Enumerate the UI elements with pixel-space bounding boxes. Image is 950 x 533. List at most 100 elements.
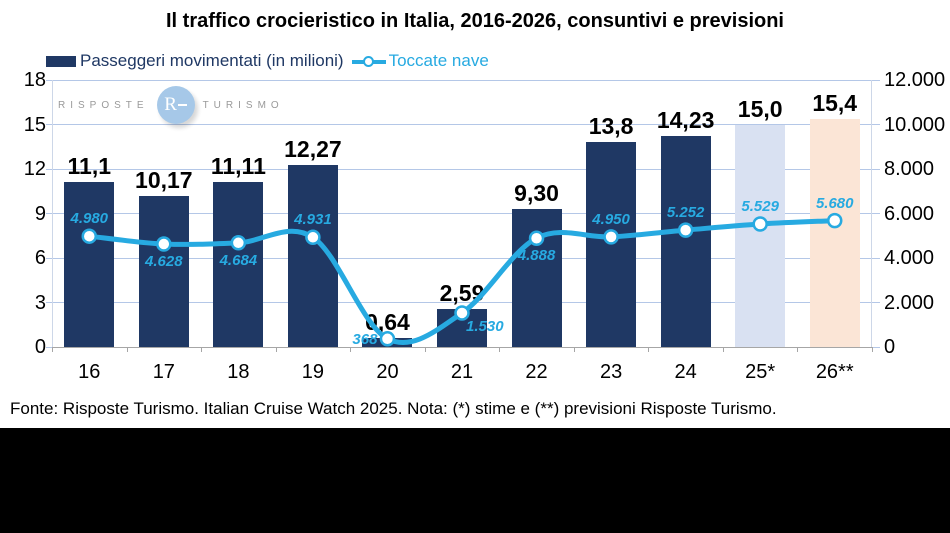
line-value-label: 4.888: [517, 247, 556, 265]
line-point: [81, 228, 98, 244]
legend-bar-swatch: [46, 55, 76, 67]
source-note: Fonte: Risposte Turismo. Italian Cruise …: [10, 399, 777, 418]
line-value-label: 4.684: [219, 251, 258, 269]
y-tick-label-left: 6: [34, 247, 46, 269]
legend-bar-label: Passeggeri movimentati (in milioni): [80, 51, 344, 70]
line-point: [826, 212, 843, 229]
plot-area: 16 17 18 19 20 21 22 23 24 25* 26** 11,1 10,17 11,11 1…: [46, 79, 880, 383]
line-point: [752, 216, 768, 232]
watermark-logo-icon: R: [156, 86, 195, 124]
x-tick-label: 17: [152, 361, 175, 383]
plot-border-left: [52, 80, 53, 347]
x-tick-mark: [872, 347, 873, 352]
gridline: [52, 257, 872, 259]
y-tick-label-left: 0: [34, 336, 46, 358]
gridline: [52, 79, 872, 81]
line-point: [305, 229, 321, 246]
x-tick-label: 21: [450, 361, 474, 383]
y-tick-label-right: 2.000: [884, 291, 935, 314]
y-tick-mark-left: [46, 257, 52, 259]
line-value-label: 4.628: [145, 253, 183, 271]
plot-border-right: [871, 80, 872, 347]
line-point: [603, 229, 619, 245]
x-tick-label: 18: [227, 361, 250, 383]
line-point: [230, 235, 247, 251]
x-tick-mark: [201, 347, 203, 352]
bar: [809, 118, 860, 347]
y-tick-label-left: 18: [23, 69, 46, 91]
y-tick-mark-right: [872, 257, 880, 259]
bar-value-label: 12,27: [284, 135, 342, 162]
gridline: [52, 168, 872, 170]
bar-value-label: 14,23: [656, 106, 715, 133]
line-value-label: 4.950: [592, 210, 630, 228]
y-tick-label-left: 3: [34, 291, 46, 314]
line-path: [86, 218, 838, 346]
gridline: [52, 124, 872, 125]
legend-line-marker-icon: [351, 55, 386, 68]
y-tick-mark-left: [46, 124, 52, 125]
x-tick-label: 19: [301, 361, 325, 383]
line-value-label: 4.931: [294, 211, 332, 229]
line-point: [454, 305, 470, 321]
y-tick-mark-right: [872, 346, 880, 348]
line-value-label: 5.252: [666, 204, 705, 222]
y-tick-mark-right: [872, 124, 880, 125]
x-tick-label: 20: [376, 361, 399, 383]
x-tick-label: 22: [525, 361, 548, 383]
y-tick-mark-left: [46, 168, 52, 170]
watermark-dash: [177, 103, 187, 107]
x-tick-mark: [797, 347, 799, 352]
bar-value-label: 13,8: [588, 113, 634, 140]
y-tick-label-left: 15: [23, 113, 46, 136]
y-tick-mark-right: [872, 302, 880, 303]
bar: [660, 135, 711, 347]
x-axis-line: [52, 347, 872, 348]
line-value-label: 368: [352, 330, 378, 348]
x-tick-mark: [126, 347, 128, 352]
y-tick-mark-right: [872, 168, 880, 170]
line-value-label: 4.980: [70, 210, 109, 228]
x-tick-label: 23: [599, 361, 623, 383]
gridline: [52, 302, 872, 303]
watermark-left-text: RISPOSTE: [58, 99, 149, 111]
x-tick-mark: [573, 347, 575, 352]
bar: [213, 182, 264, 347]
x-tick-label: 24: [674, 361, 697, 383]
legend-line-dot: [362, 55, 374, 67]
y-tick-mark-left: [46, 213, 52, 214]
line-point: [156, 236, 172, 252]
y-tick-mark-right: [872, 213, 880, 214]
y-tick-label-right: 4.000: [884, 247, 935, 269]
x-tick-mark: [722, 347, 724, 352]
x-tick-label: 26**: [815, 361, 854, 383]
line-value-label: 5.529: [741, 197, 779, 215]
bar-value-label: 15,4: [812, 89, 858, 116]
x-tick-mark: [275, 347, 277, 352]
y-tick-mark-right: [872, 79, 880, 81]
y-tick-label-left: 9: [34, 202, 46, 225]
y-tick-label-right: 12.000: [884, 69, 946, 91]
x-tick-mark: [648, 347, 650, 352]
y-tick-mark-left: [46, 302, 52, 303]
y-tick-label-right: 6.000: [884, 202, 935, 225]
bar-value-label: 11,11: [210, 153, 266, 180]
legend-line-label: Toccate nave: [388, 51, 489, 70]
gridline: [52, 213, 872, 214]
legend: Passeggeri movimentati (in milioni) Tocc…: [46, 51, 489, 71]
chart-title: Il traffico crocieristico in Italia, 201…: [165, 10, 784, 32]
x-tick-label: 25*: [745, 361, 776, 383]
x-tick-label: 16: [78, 361, 101, 383]
y-tick-mark-left: [46, 346, 52, 348]
line-value-label: 5.680: [815, 194, 854, 212]
y-tick-label-right: 8.000: [884, 158, 935, 180]
bar-value-label: 10,17: [135, 167, 193, 194]
watermark-right-text: TURISMO: [202, 99, 284, 111]
y-tick-label-right: 0: [884, 336, 896, 358]
bar: [138, 196, 189, 347]
x-tick-mark: [499, 347, 501, 352]
line-point: [677, 222, 694, 238]
black-band: [0, 428, 950, 533]
watermark-risposte-turismo-logo: RISPOSTE R TURISMO: [58, 86, 284, 124]
